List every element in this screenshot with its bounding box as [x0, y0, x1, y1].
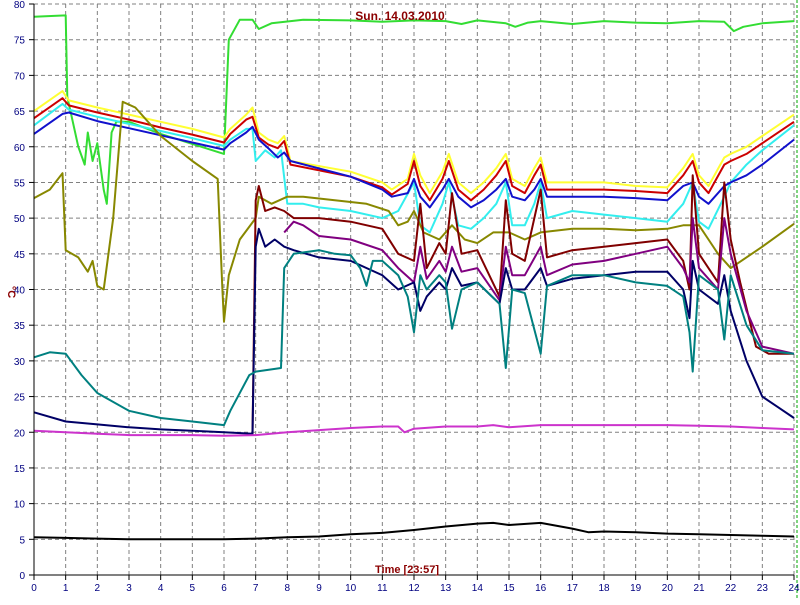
x-tick-label: 13 [440, 583, 452, 594]
x-tick-label: 20 [662, 583, 674, 594]
x-tick-label: 8 [285, 583, 291, 594]
x-tick-label: 16 [535, 583, 547, 594]
x-tick-label: 15 [503, 583, 515, 594]
x-tick-label: 4 [158, 583, 164, 594]
x-tick-label: 14 [472, 583, 484, 594]
x-tick-label: 6 [221, 583, 227, 594]
series-line-10 [33, 249, 795, 427]
series-line-2 [33, 90, 795, 195]
x-tick-label: 19 [630, 583, 642, 594]
y-tick-label: 10 [14, 500, 26, 511]
x-tick-label: 23 [757, 583, 769, 594]
y-tick-label: 45 [14, 250, 26, 261]
x-tick-label: 24 [788, 583, 800, 594]
y-tick-label: 0 [19, 571, 25, 582]
x-tick-label: 11 [377, 583, 388, 594]
series-line-5 [33, 111, 795, 209]
x-tick-label: 5 [190, 583, 196, 594]
x-tick-label: 22 [725, 583, 737, 594]
axes [29, 0, 798, 600]
x-axis-title: Time [23:57] [375, 564, 439, 576]
y-tick-label: 35 [14, 321, 26, 332]
x-tick-label: 17 [567, 583, 579, 594]
y-tick-label: 55 [14, 178, 26, 189]
x-tick-label: 9 [316, 583, 322, 594]
y-axis-title: °C [5, 286, 17, 298]
series-line-12 [33, 521, 795, 541]
series-line-3 [33, 97, 795, 202]
grid-lines [33, 3, 795, 576]
chart-title: Sun. 14.03.2010 [355, 9, 445, 23]
x-tick-label: 2 [95, 583, 101, 594]
series-line-8 [283, 217, 795, 355]
tick-labels: 0 1 2 3 4 5 6 7 8 9 10 11 12 13 14 15 16 17 18 19 20 21 22 23 24… [14, 0, 800, 594]
series-line-6 [33, 100, 795, 323]
series-group [33, 14, 795, 541]
x-tick-label: 0 [31, 583, 37, 594]
series-line-7 [251, 174, 794, 436]
x-tick-label: 7 [253, 583, 259, 594]
series-line-11 [33, 424, 795, 437]
x-tick-label: 10 [345, 583, 357, 594]
y-tick-label: 5 [19, 535, 25, 546]
y-tick-label: 40 [14, 286, 26, 297]
y-tick-label: 30 [14, 357, 26, 368]
y-tick-label: 50 [14, 214, 26, 225]
x-tick-label: 3 [126, 583, 132, 594]
y-tick-label: 15 [14, 464, 26, 475]
x-tick-label: 18 [598, 583, 610, 594]
y-tick-label: 20 [14, 428, 26, 439]
y-tick-label: 80 [14, 0, 26, 11]
x-tick-label: 12 [408, 583, 420, 594]
series-line-9 [33, 227, 795, 435]
y-tick-label: 70 [14, 71, 26, 82]
series-line-1 [33, 14, 795, 205]
x-tick-label: 21 [693, 583, 705, 594]
y-tick-label: 75 [14, 36, 26, 47]
y-tick-label: 65 [14, 107, 26, 118]
x-tick-label: 1 [63, 583, 69, 594]
series-line-4 [33, 102, 795, 234]
y-tick-label: 60 [14, 143, 26, 154]
y-tick-label: 25 [14, 393, 26, 404]
